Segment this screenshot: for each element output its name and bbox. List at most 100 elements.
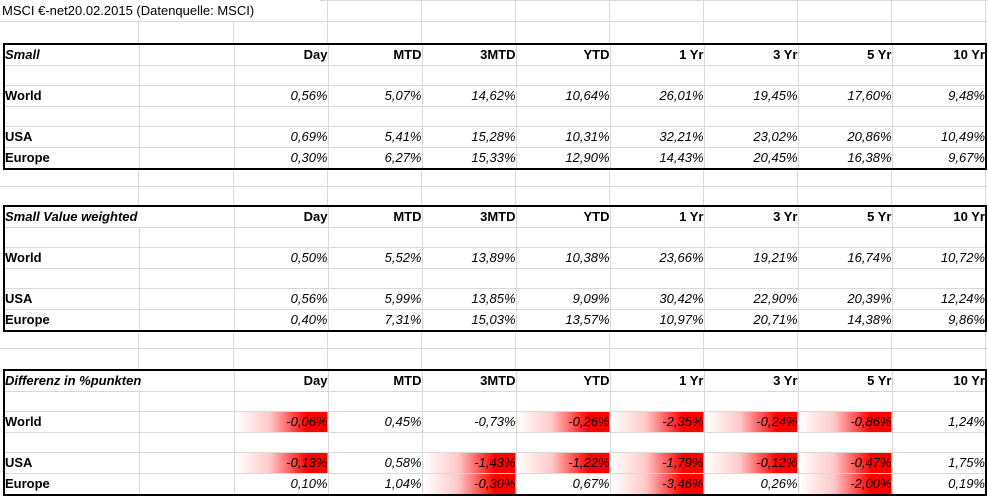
column-header-cell[interactable]: 10 Yr bbox=[891, 43, 987, 66]
spacer-cell[interactable] bbox=[3, 106, 140, 127]
value-cell[interactable]: -3,46% bbox=[609, 473, 705, 496]
column-header-cell[interactable]: 3 Yr bbox=[703, 43, 799, 66]
value-cell[interactable]: 19,45% bbox=[703, 85, 799, 107]
row-label-cell[interactable]: Europe bbox=[3, 309, 140, 332]
spacer-cell[interactable] bbox=[327, 65, 423, 86]
column-header-cell[interactable]: 5 Yr bbox=[797, 43, 893, 66]
row-label-cell[interactable]: USA bbox=[3, 126, 140, 148]
spacer-cell[interactable] bbox=[515, 432, 611, 453]
value-cell[interactable]: 0,69% bbox=[233, 126, 329, 148]
spacer-cell[interactable] bbox=[327, 227, 423, 248]
spacer-cell[interactable] bbox=[703, 432, 799, 453]
spacer-cell[interactable] bbox=[138, 126, 235, 148]
spacer-cell[interactable] bbox=[891, 106, 987, 127]
column-header-cell[interactable]: MTD bbox=[327, 205, 423, 228]
value-cell[interactable]: 9,67% bbox=[891, 147, 987, 170]
value-cell[interactable]: 10,38% bbox=[515, 247, 611, 269]
spacer-cell[interactable] bbox=[421, 106, 517, 127]
spacer-cell[interactable] bbox=[139, 369, 235, 392]
value-cell[interactable]: 23,66% bbox=[609, 247, 705, 269]
spacer-cell[interactable] bbox=[609, 65, 705, 86]
spacer-cell[interactable] bbox=[421, 268, 517, 289]
spacer-cell[interactable] bbox=[891, 391, 987, 412]
spacer-cell[interactable] bbox=[327, 432, 423, 453]
value-cell[interactable]: -1,22% bbox=[515, 452, 611, 474]
spacer-cell[interactable] bbox=[421, 65, 517, 86]
spacer-cell[interactable] bbox=[139, 205, 235, 228]
value-cell[interactable]: 10,49% bbox=[891, 126, 987, 148]
value-cell[interactable]: 0,40% bbox=[233, 309, 329, 332]
column-header-cell[interactable]: 1 Yr bbox=[609, 205, 705, 228]
value-cell[interactable]: -0,24% bbox=[703, 411, 799, 433]
value-cell[interactable]: 6,27% bbox=[327, 147, 423, 170]
value-cell[interactable]: 14,38% bbox=[797, 309, 893, 332]
value-cell[interactable]: 20,45% bbox=[703, 147, 799, 170]
spacer-cell[interactable] bbox=[233, 432, 329, 453]
value-cell[interactable]: 0,56% bbox=[233, 85, 329, 107]
spacer-cell[interactable] bbox=[138, 268, 235, 289]
row-label-cell[interactable]: USA bbox=[3, 288, 140, 310]
value-cell[interactable]: 15,03% bbox=[421, 309, 517, 332]
value-cell[interactable]: -2,00% bbox=[797, 473, 893, 496]
spacer-cell[interactable] bbox=[891, 65, 987, 86]
column-header-cell[interactable]: YTD bbox=[515, 43, 611, 66]
spacer-cell[interactable] bbox=[233, 227, 329, 248]
value-cell[interactable]: 32,21% bbox=[609, 126, 705, 148]
value-cell[interactable]: 5,52% bbox=[327, 247, 423, 269]
value-cell[interactable]: 10,97% bbox=[609, 309, 705, 332]
spacer-cell[interactable] bbox=[797, 268, 893, 289]
column-header-cell[interactable]: YTD bbox=[515, 369, 611, 392]
spacer-cell[interactable] bbox=[327, 268, 423, 289]
spacer-cell[interactable] bbox=[515, 227, 611, 248]
value-cell[interactable]: 9,48% bbox=[891, 85, 987, 107]
table-name-cell[interactable]: Small Value weighted bbox=[3, 205, 139, 228]
spacer-cell[interactable] bbox=[609, 391, 705, 412]
value-cell[interactable]: 0,30% bbox=[233, 147, 329, 170]
value-cell[interactable]: 10,31% bbox=[515, 126, 611, 148]
spacer-cell[interactable] bbox=[327, 106, 423, 127]
value-cell[interactable]: 1,75% bbox=[891, 452, 987, 474]
value-cell[interactable]: 0,56% bbox=[233, 288, 329, 310]
spacer-cell[interactable] bbox=[138, 247, 235, 269]
table-name-cell[interactable]: Small bbox=[3, 43, 140, 66]
column-header-cell[interactable]: YTD bbox=[515, 205, 611, 228]
spacer-cell[interactable] bbox=[891, 227, 987, 248]
spacer-cell[interactable] bbox=[138, 43, 235, 66]
spacer-cell[interactable] bbox=[3, 227, 140, 248]
value-cell[interactable]: 26,01% bbox=[609, 85, 705, 107]
value-cell[interactable]: 13,57% bbox=[515, 309, 611, 332]
spacer-cell[interactable] bbox=[138, 391, 235, 412]
spacer-cell[interactable] bbox=[138, 432, 235, 453]
column-header-cell[interactable]: Day bbox=[233, 205, 329, 228]
column-header-cell[interactable]: Day bbox=[233, 369, 329, 392]
spacer-cell[interactable] bbox=[233, 391, 329, 412]
spacer-cell[interactable] bbox=[421, 227, 517, 248]
value-cell[interactable]: 13,89% bbox=[421, 247, 517, 269]
column-header-cell[interactable]: 10 Yr bbox=[891, 369, 987, 392]
value-cell[interactable]: 0,58% bbox=[327, 452, 423, 474]
column-header-cell[interactable]: 3 Yr bbox=[703, 369, 799, 392]
value-cell[interactable]: 14,43% bbox=[609, 147, 705, 170]
value-cell[interactable]: -0,12% bbox=[703, 452, 799, 474]
column-header-cell[interactable]: 3MTD bbox=[421, 43, 517, 66]
value-cell[interactable]: 12,24% bbox=[891, 288, 987, 310]
spacer-cell[interactable] bbox=[138, 309, 235, 332]
value-cell[interactable]: 5,41% bbox=[327, 126, 423, 148]
value-cell[interactable]: 16,74% bbox=[797, 247, 893, 269]
value-cell[interactable]: 14,62% bbox=[421, 85, 517, 107]
spacer-cell[interactable] bbox=[703, 268, 799, 289]
value-cell[interactable]: 23,02% bbox=[703, 126, 799, 148]
sheet-title[interactable]: MSCI €-net20.02.2015 (Datenquelle: MSCI) bbox=[0, 0, 320, 21]
value-cell[interactable]: -0,47% bbox=[797, 452, 893, 474]
spacer-cell[interactable] bbox=[515, 106, 611, 127]
spacer-cell[interactable] bbox=[703, 106, 799, 127]
spacer-cell[interactable] bbox=[515, 65, 611, 86]
value-cell[interactable]: 20,39% bbox=[797, 288, 893, 310]
spacer-cell[interactable] bbox=[891, 432, 987, 453]
spacer-cell[interactable] bbox=[138, 85, 235, 107]
column-header-cell[interactable]: MTD bbox=[327, 43, 423, 66]
value-cell[interactable]: -0,73% bbox=[421, 411, 517, 433]
row-label-cell[interactable]: World bbox=[3, 247, 140, 269]
column-header-cell[interactable]: 3MTD bbox=[421, 205, 517, 228]
value-cell[interactable]: 16,38% bbox=[797, 147, 893, 170]
